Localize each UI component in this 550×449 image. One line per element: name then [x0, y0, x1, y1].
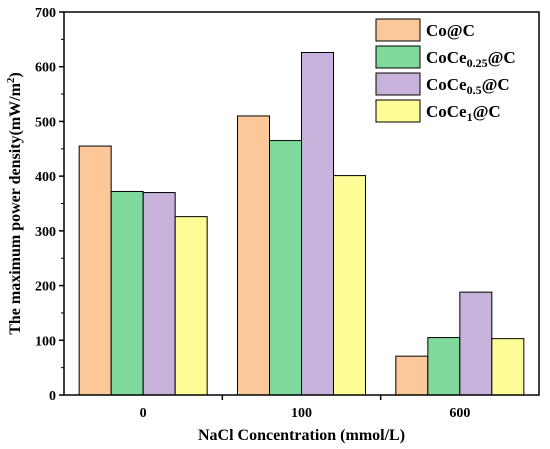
bar-0-2: [142, 192, 176, 396]
bar-2-2: [459, 291, 493, 396]
legend-swatch-2: [375, 72, 421, 96]
y-tick-label: 400: [35, 170, 56, 185]
bar-0-3: [174, 216, 208, 396]
x-tick-label-1: 100: [291, 406, 312, 421]
y-axis-title-close: ): [7, 72, 24, 77]
y-axis-title-sup: 2: [5, 77, 17, 83]
y-axis-title-main: The maximum power density(mW/m: [7, 82, 24, 334]
y-tick-label: 0: [49, 389, 56, 404]
y-tick-label: 600: [35, 61, 56, 76]
legend-label-3: CoCe1@C: [426, 102, 501, 124]
bar-1-2: [301, 51, 334, 396]
legend-label-1: CoCe0.25@C: [426, 48, 516, 70]
y-axis-title: The maximum power density(mW/m2): [5, 72, 24, 335]
y-tick-label: 100: [35, 334, 56, 349]
bar-0-1: [110, 190, 144, 396]
legend: Co@C CoCe0.25@C CoCe0.5@C CoCe1@C: [375, 18, 516, 124]
bar-2-3: [491, 338, 525, 396]
y-tick-label: 700: [35, 6, 56, 21]
x-axis-title: NaCl Concentration (mmol/L): [198, 427, 405, 444]
y-axis: 0 100 200 300 400 500 600 700: [35, 6, 64, 404]
y-tick-label: 300: [35, 225, 56, 240]
bar-2-0: [395, 355, 429, 396]
y-tick-label: 500: [35, 115, 56, 130]
bar-2-1: [427, 337, 461, 396]
legend-swatch-0: [375, 18, 421, 42]
legend-label-2: CoCe0.5@C: [426, 75, 510, 97]
bar-1-0: [237, 115, 270, 396]
x-tick-label-0: 0: [140, 406, 147, 421]
bar-1-1: [269, 140, 302, 396]
plot-bars: [78, 51, 525, 396]
legend-swatch-3: [375, 99, 421, 123]
bar-1-3: [333, 175, 366, 396]
x-tick-label-2: 600: [449, 406, 470, 421]
bar-0-0: [78, 145, 112, 396]
legend-swatch-1: [375, 45, 421, 69]
legend-label-0: Co@C: [426, 21, 475, 40]
x-axis: 0 100 600: [140, 395, 470, 421]
y-tick-label: 200: [35, 280, 56, 295]
